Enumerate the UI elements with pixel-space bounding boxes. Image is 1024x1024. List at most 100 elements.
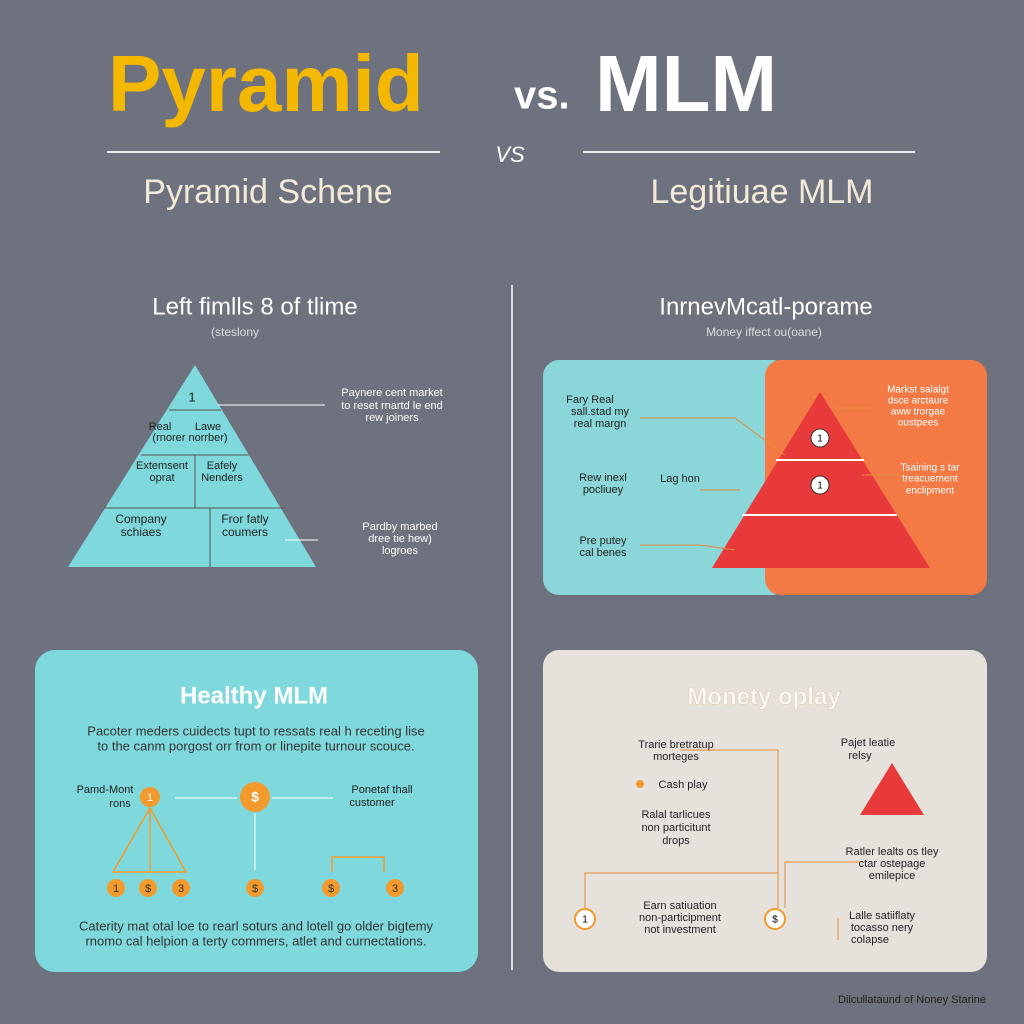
group: 1 $ 3 $ $ 3 — [107, 879, 404, 897]
label: Pacoter meders cuidects tupt to ressats … — [87, 723, 424, 738]
label: coumers — [222, 525, 268, 539]
label: customer — [349, 797, 395, 809]
label: Eafely — [207, 460, 238, 472]
label: rons — [109, 798, 131, 810]
group — [175, 797, 333, 870]
label: aww trorgae — [891, 407, 946, 418]
subtitle-left: Pyramid Schene — [143, 173, 392, 211]
label: Tsaining s tar — [901, 463, 961, 474]
shape — [322, 879, 340, 897]
shape — [764, 908, 786, 930]
label: ctar ostepage — [859, 858, 926, 870]
label: tocasso nery — [851, 922, 914, 934]
footer: Dilcullataund of Noney Starine — [838, 994, 986, 1006]
group — [584, 749, 860, 940]
label: $ — [145, 883, 151, 895]
section-title: Healthy MLM — [180, 682, 328, 709]
shape — [640, 544, 736, 551]
label: rnomo cal helpion a terty commers, atlet… — [85, 933, 426, 948]
shape — [386, 879, 404, 897]
label: Trarie bretratup — [638, 739, 713, 751]
label: Fror fatly — [221, 512, 268, 526]
shape — [140, 787, 160, 807]
label: 1 — [817, 434, 823, 445]
label: Lag hon — [660, 473, 700, 485]
shape — [584, 872, 778, 908]
label: Nenders — [201, 472, 243, 484]
shape — [240, 782, 270, 812]
label: $ — [328, 883, 334, 895]
label: emilepice — [869, 870, 915, 882]
label: Pre putey — [579, 535, 627, 547]
tier-lines — [104, 409, 286, 567]
label: not investment — [644, 924, 716, 936]
shape — [331, 856, 385, 872]
label: pocliuey — [583, 484, 624, 496]
pyramid — [68, 365, 316, 567]
label: morteges — [653, 751, 699, 763]
label: Fary Real — [566, 394, 614, 406]
subtitle-right: Legitiuae MLM — [650, 173, 873, 211]
shape — [810, 428, 830, 448]
section-title: Monety oplay — [687, 683, 841, 710]
label: dsce arctaure — [888, 396, 949, 407]
label: Ponetaf thall — [351, 784, 412, 796]
label: (rnorer norrber) — [152, 432, 227, 444]
panel — [543, 650, 987, 972]
label: to the canm porgost orr from or linepite… — [97, 738, 414, 753]
label: Ratler lealts os tley — [846, 846, 939, 858]
shape — [246, 879, 264, 897]
triangle — [860, 763, 924, 815]
title-vs: vs. — [514, 74, 570, 118]
label: non-participment — [639, 912, 721, 924]
section-title: Left fimlls 8 of tlime — [152, 293, 357, 320]
label: cal benes — [579, 547, 627, 559]
title-right: MLM — [595, 39, 777, 128]
divider-vs: VS — [495, 142, 525, 167]
label: treacuement — [902, 474, 958, 485]
label: relsy — [848, 750, 872, 762]
label: Cash play — [659, 779, 708, 791]
group — [111, 806, 385, 873]
group — [640, 407, 900, 551]
shape — [172, 879, 190, 897]
label: sall.stad my — [571, 406, 630, 418]
label: oustpees — [898, 418, 939, 429]
label: non particitunt — [641, 822, 710, 834]
label: 1 — [817, 481, 823, 492]
shape — [784, 861, 860, 908]
shape — [107, 879, 125, 897]
label: Caterity mat otal loe to rearl soturs an… — [79, 918, 434, 933]
label: 1 — [113, 883, 119, 895]
label: logroes — [382, 545, 419, 557]
label: Earn satiuation — [643, 900, 716, 912]
label: 3 — [392, 883, 398, 895]
label: Pajet leatie — [841, 737, 895, 749]
shape — [810, 475, 830, 495]
section-subtitle: Money iffect ou(oane) — [706, 325, 822, 339]
section-title: InrnevMcatl-porame — [659, 293, 872, 320]
shape — [640, 417, 786, 456]
label: $ — [772, 915, 778, 926]
label: Pamd-Mont — [77, 784, 134, 796]
label: 1 — [582, 915, 588, 926]
label: $ — [251, 789, 259, 805]
label: Markst salalgt — [887, 385, 949, 396]
label: Lawe — [195, 421, 221, 433]
shape — [636, 780, 644, 788]
label: Paynere cent market — [341, 387, 443, 399]
label: to reset rnartd le end — [341, 400, 443, 412]
label: Pardby marbed — [362, 521, 437, 533]
label: colapse — [851, 934, 889, 946]
label: schiaes — [121, 525, 162, 539]
label: Lalle satiiflaty — [849, 910, 916, 922]
label: dree tie hew) — [368, 533, 432, 545]
label: 3 — [178, 883, 184, 895]
label: oprat — [149, 472, 174, 484]
label: Extemsent — [136, 460, 188, 472]
title-left: Pyramid — [108, 39, 424, 128]
shape — [574, 908, 596, 930]
label: Ralal tarlicues — [641, 809, 711, 821]
label: $ — [252, 883, 258, 895]
